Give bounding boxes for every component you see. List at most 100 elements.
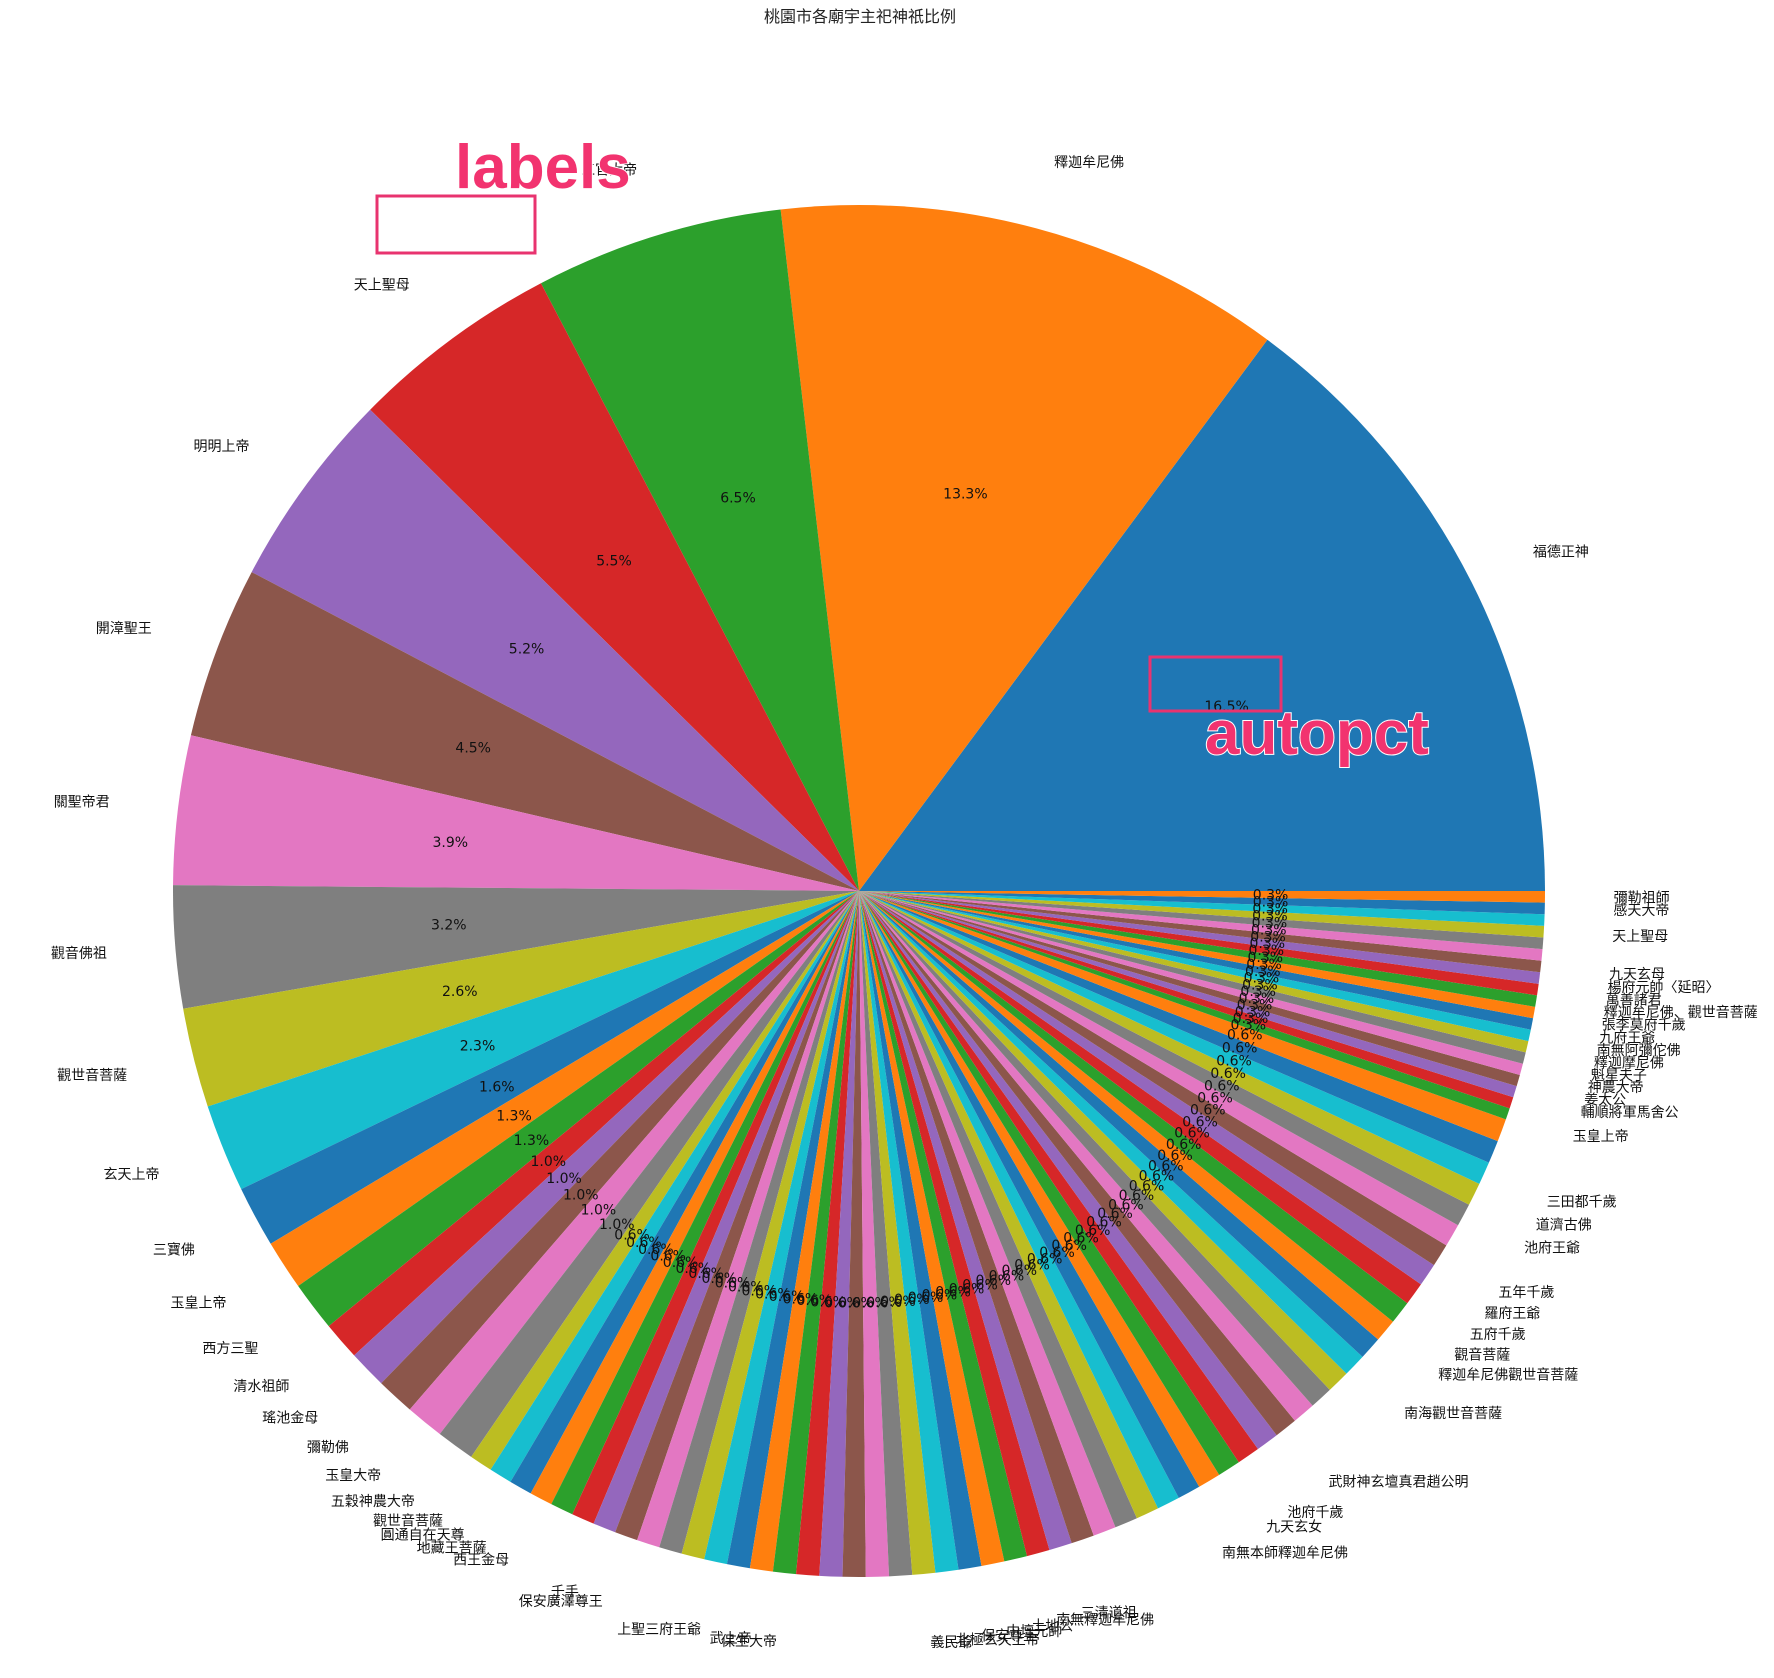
slice-label: 三田都千歲 [1547, 1195, 1617, 1211]
slice-label: 釋迦牟尼佛觀世音菩薩 [1438, 1367, 1578, 1384]
slice-percent-label: 1.0% [531, 1154, 567, 1170]
pie-slice [859, 891, 1529, 1053]
pie-slice [859, 891, 1520, 1087]
slice-percent-label: 0.6% [797, 1293, 833, 1309]
pie-slice [251, 409, 859, 891]
slice-percent-label: 0.3% [1245, 964, 1281, 980]
pie-slice [183, 891, 859, 1107]
pie-slice [270, 891, 859, 1287]
pie-slice [749, 891, 859, 1572]
slice-percent-label: 0.6% [1002, 1263, 1038, 1279]
slice-percent-label: 0.3% [1242, 978, 1278, 994]
pie-slice [859, 891, 1526, 1064]
slice-percent-label: 0.6% [962, 1277, 998, 1293]
slice-percent-label: 0.6% [1166, 1137, 1202, 1153]
pie-slice [859, 891, 936, 1575]
slice-percent-label: 0.3% [1252, 915, 1288, 931]
slice-percent-label: 0.6% [1148, 1158, 1184, 1174]
pie-slice [780, 204, 1268, 891]
slice-label: 明明上帝 [194, 439, 250, 455]
pie-slice [859, 891, 913, 1577]
slice-label: 觀音菩薩 [1454, 1347, 1510, 1364]
slice-percent-label: 0.6% [922, 1288, 958, 1304]
pie-slice [859, 891, 1094, 1544]
labels-annotation: labels [455, 133, 631, 202]
slice-percent-label: 0.3% [1239, 991, 1275, 1007]
slice-percent-label: 0.6% [1051, 1238, 1087, 1254]
slice-label: 輔順將軍馬舍公 [1581, 1105, 1679, 1121]
slice-label: 彌勒祖師 [1614, 890, 1670, 906]
slice-percent-label: 2.6% [442, 984, 478, 1000]
slice-percent-label: 0.3% [1244, 971, 1280, 987]
slice-label: 三官大帝 [581, 163, 637, 179]
pie-slice [859, 891, 890, 1577]
slice-label: 土地公 [1031, 1619, 1073, 1635]
slice-label: 觀世音菩薩 [373, 1513, 443, 1530]
pie-slice [551, 891, 859, 1515]
pie-slice [490, 891, 859, 1482]
pie-slice [615, 891, 859, 1541]
pie-slice [859, 891, 1028, 1562]
pie-slice [859, 891, 1510, 1120]
slice-percent-label: 0.3% [1253, 895, 1289, 911]
pie-slice [859, 891, 1538, 1007]
slice-percent-label: 0.6% [1157, 1148, 1193, 1164]
pie-slice [859, 891, 1517, 1098]
slice-percent-label: 0.6% [1075, 1223, 1111, 1239]
slice-label: 南無本師釋迦牟尼佛 [1222, 1546, 1348, 1562]
pie-percent-labels: 16.5%13.3%6.5%5.5%5.2%4.5%3.9%3.2%2.6%2.… [431, 486, 1288, 1311]
slice-label: 姜太公 [1584, 1093, 1626, 1109]
pie-slice [173, 735, 859, 891]
pie-slice [859, 891, 1545, 915]
slice-percent-label: 0.6% [1216, 1053, 1252, 1069]
slice-percent-label: 13.3% [943, 486, 987, 502]
slice-label: 玉皇上帝 [1573, 1129, 1629, 1145]
slice-percent-label: 0.3% [1240, 984, 1276, 1000]
slice-percent-label: 0.6% [866, 1295, 902, 1311]
pie-slice [859, 891, 1239, 1475]
pie-slice [859, 891, 1545, 938]
pie-slice [859, 891, 1543, 961]
slice-percent-label: 0.6% [783, 1291, 819, 1307]
slice-label: 釋迦摩尼佛 [1594, 1054, 1664, 1071]
slice-label: 天上聖母 [354, 278, 410, 294]
slice-percent-label: 0.3% [1237, 998, 1273, 1014]
slice-label: 彌勒佛 [307, 1440, 349, 1456]
slice-percent-label: 0.3% [1235, 1004, 1271, 1020]
slice-percent-label: 0.6% [1227, 1028, 1263, 1044]
slice-percent-label: 0.3% [1253, 888, 1289, 904]
pie-slice [859, 891, 1498, 1163]
pie-slice [859, 891, 1379, 1357]
pie-slice [859, 891, 1200, 1498]
slice-label: 玉皇上帝 [171, 1296, 227, 1312]
slice-percent-label: 0.6% [715, 1276, 751, 1292]
pie-slice [796, 891, 859, 1576]
slice-percent-label: 0.3% [1246, 957, 1282, 973]
pie-slice [241, 891, 859, 1244]
pie-slice [859, 891, 1539, 996]
slice-percent-label: 1.3% [496, 1109, 532, 1125]
pie-slice [859, 891, 1459, 1246]
pie-slice [859, 891, 1489, 1184]
slice-label: 南海觀世音菩薩 [1404, 1405, 1502, 1422]
pie-slice [859, 891, 1116, 1536]
pie-slice [540, 209, 859, 892]
slice-percent-label: 0.6% [1097, 1206, 1133, 1222]
slice-percent-label: 1.0% [581, 1203, 617, 1219]
slice-percent-label: 3.2% [431, 918, 467, 934]
slice-label: 西王金母 [453, 1553, 509, 1569]
slice-percent-label: 0.6% [728, 1280, 764, 1296]
slice-percent-label: 2.3% [460, 1038, 496, 1054]
slice-percent-label: 1.0% [599, 1217, 635, 1233]
pie-slice [637, 891, 859, 1548]
pie-slice [354, 891, 859, 1384]
slice-percent-label: 0.3% [1248, 950, 1284, 966]
slice-percent-label: 0.6% [1014, 1257, 1050, 1273]
slice-label: 北極玄天上帝 [956, 1631, 1040, 1648]
slice-percent-label: 0.3% [1252, 902, 1288, 918]
slice-percent-label: 0.6% [1086, 1215, 1122, 1231]
pie-slice [819, 891, 859, 1577]
pie-slices [172, 204, 1545, 1578]
pie-slice [409, 891, 859, 1435]
slice-label: 天上聖母 [1612, 929, 1668, 945]
